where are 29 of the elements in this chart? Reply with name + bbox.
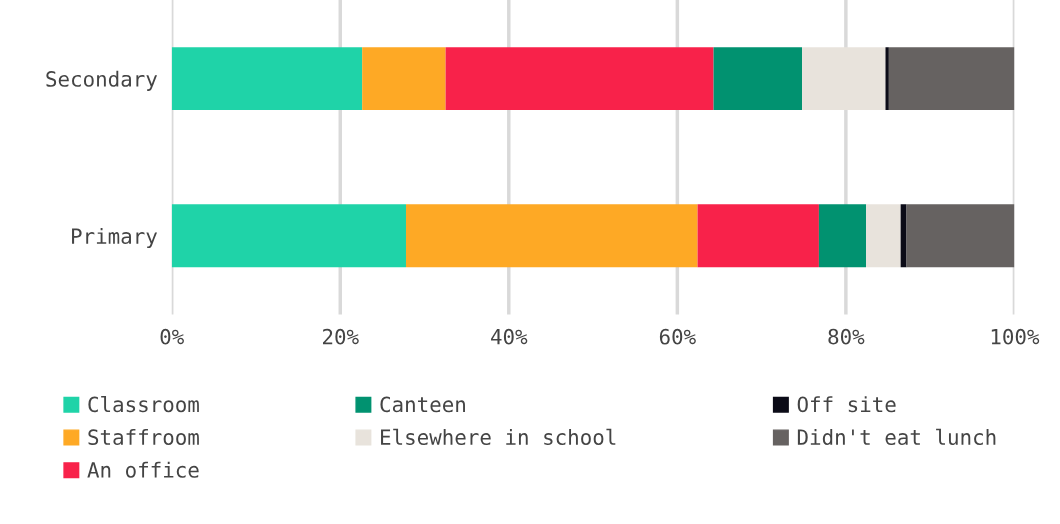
legend-label: Off site [797, 396, 896, 413]
x-tick-label: 20% [322, 328, 359, 345]
bar [888, 47, 1015, 111]
bar [405, 204, 698, 268]
bar [445, 47, 714, 111]
bar [713, 47, 803, 111]
y-tick-label: Secondary [46, 70, 158, 91]
legend-label: An office [87, 461, 199, 478]
bar [906, 204, 1015, 268]
legend-label: Classroom [88, 396, 199, 413]
legend-label: Canteen [380, 396, 465, 413]
x-tick-label: 60% [659, 328, 696, 345]
bar [818, 204, 867, 268]
bar [171, 47, 363, 111]
bar [171, 204, 406, 268]
bar [900, 204, 907, 268]
legend-label: Staffroom [88, 428, 199, 446]
x-tick-label: 40% [491, 328, 528, 345]
x-tick-label: 0% [160, 328, 184, 345]
bar [802, 47, 886, 111]
legend-label: Elsewhere in school [381, 428, 616, 446]
bar [866, 204, 901, 268]
bar [697, 204, 819, 268]
bar [362, 47, 446, 111]
x-tick-label: 100% [991, 328, 1040, 345]
y-tick-label: Primary [72, 227, 158, 249]
legend-label: Didn't eat lunch [797, 428, 996, 446]
bar [885, 47, 889, 111]
x-tick-label: 80% [828, 328, 865, 345]
